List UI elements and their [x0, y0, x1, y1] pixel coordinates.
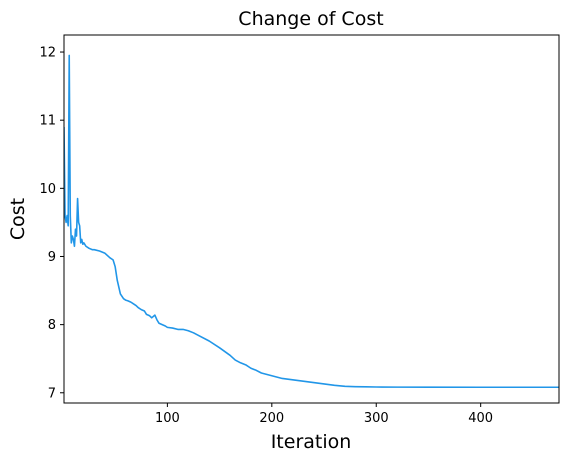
- cost-series-line: [64, 54, 559, 389]
- y-tick-label: 11: [39, 114, 56, 129]
- x-tick-label: 200: [259, 411, 284, 426]
- x-tick-label: 400: [468, 411, 493, 426]
- y-tick-label: 8: [48, 318, 56, 333]
- y-tick-label: 12: [39, 46, 56, 61]
- y-axis-label: Cost: [7, 198, 29, 240]
- plot-area-frame: [63, 34, 560, 404]
- x-tick-label: 100: [155, 411, 180, 426]
- y-tick-label: 10: [39, 182, 56, 197]
- x-tick-label: 300: [364, 411, 389, 426]
- y-tick-label: 7: [48, 386, 56, 401]
- x-axis: 100 200 300 400: [155, 403, 493, 426]
- y-tick-label: 9: [48, 250, 56, 265]
- chart-title: Change of Cost: [238, 8, 383, 30]
- x-axis-label: Iteration: [271, 431, 352, 453]
- y-axis: 7 8 9 10 11 12: [39, 46, 64, 401]
